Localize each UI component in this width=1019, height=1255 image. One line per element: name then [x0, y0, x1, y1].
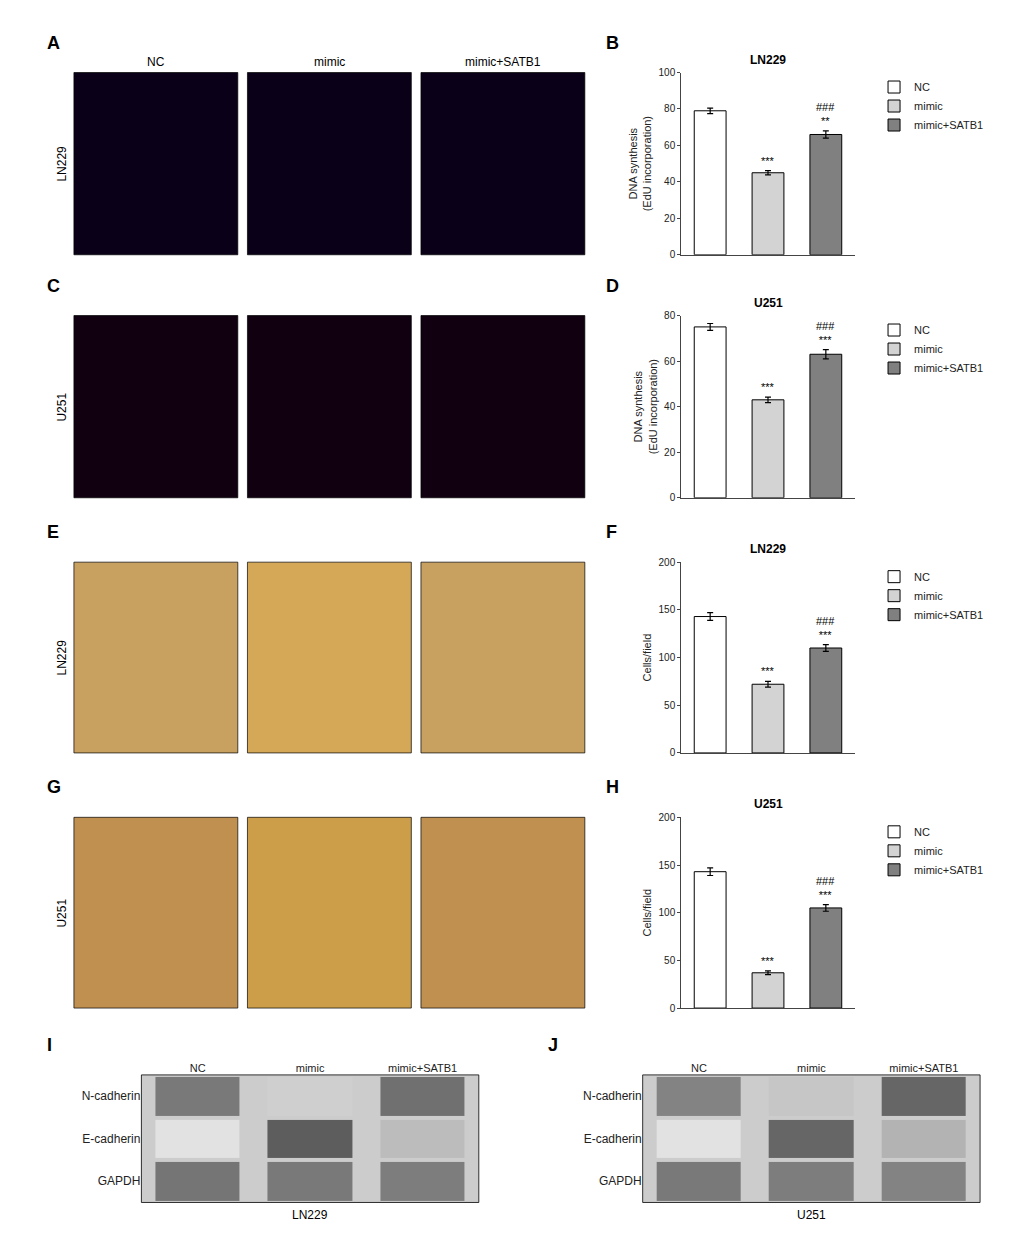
svg-text:60: 60 — [664, 140, 676, 151]
svg-text:mimic+SATB1: mimic+SATB1 — [388, 1062, 457, 1074]
svg-text:***: *** — [761, 955, 775, 967]
svg-text:LN229: LN229 — [750, 53, 786, 67]
svg-text:###**: ###** — [816, 101, 835, 127]
svg-text:20: 20 — [664, 213, 676, 224]
svg-text:NC: NC — [914, 571, 930, 583]
svg-text:F: F — [606, 522, 617, 542]
svg-text:mimic: mimic — [296, 1062, 325, 1074]
svg-text:E-cadherin: E-cadherin — [584, 1132, 642, 1146]
svg-text:150: 150 — [659, 604, 676, 615]
svg-text:200: 200 — [659, 557, 676, 568]
svg-text:100: 100 — [659, 652, 676, 663]
svg-text:Cells/field: Cells/field — [641, 889, 653, 937]
svg-text:***: *** — [761, 665, 775, 677]
svg-text:80: 80 — [664, 310, 676, 321]
svg-text:60: 60 — [664, 356, 676, 367]
svg-text:mimic: mimic — [797, 1062, 826, 1074]
svg-text:I: I — [47, 1035, 52, 1055]
svg-text:G: G — [47, 777, 61, 797]
svg-text:mimic: mimic — [914, 343, 943, 355]
svg-text:B: B — [606, 33, 619, 53]
svg-text:0: 0 — [670, 1003, 676, 1014]
svg-text:E: E — [47, 522, 59, 542]
svg-text:mimic: mimic — [914, 590, 943, 602]
svg-text:Cells/field: Cells/field — [641, 634, 653, 682]
svg-text:###***: ###*** — [816, 320, 835, 346]
svg-text:NC: NC — [190, 1062, 206, 1074]
svg-text:NC: NC — [914, 826, 930, 838]
svg-text:GAPDH: GAPDH — [98, 1174, 141, 1188]
svg-text:C: C — [47, 276, 60, 296]
svg-text:N-cadherin: N-cadherin — [583, 1089, 642, 1103]
svg-text:U251: U251 — [55, 899, 69, 928]
svg-text:0: 0 — [670, 747, 676, 758]
svg-text:mimic: mimic — [914, 845, 943, 857]
svg-text:NC: NC — [147, 55, 165, 69]
svg-text:U251: U251 — [754, 296, 783, 310]
svg-text:mimic+SATB1: mimic+SATB1 — [889, 1062, 958, 1074]
svg-text:50: 50 — [664, 955, 676, 966]
svg-text:100: 100 — [659, 67, 676, 78]
svg-text:20: 20 — [664, 447, 676, 458]
svg-text:U251: U251 — [797, 1208, 826, 1222]
svg-text:###***: ###*** — [816, 615, 835, 641]
svg-text:mimic+SATB1: mimic+SATB1 — [914, 362, 983, 374]
svg-text:***: *** — [761, 155, 775, 167]
svg-text:NC: NC — [914, 81, 930, 93]
svg-text:mimic: mimic — [914, 100, 943, 112]
svg-text:DNA synthesis(EdU incorporatio: DNA synthesis(EdU incorporation) — [627, 116, 653, 211]
svg-text:mimic+SATB1: mimic+SATB1 — [914, 119, 983, 131]
svg-text:N-cadherin: N-cadherin — [82, 1089, 141, 1103]
svg-text:DNA synthesis(EdU incorporatio: DNA synthesis(EdU incorporation) — [632, 359, 658, 454]
svg-text:LN229: LN229 — [750, 542, 786, 556]
svg-text:GAPDH: GAPDH — [599, 1174, 642, 1188]
svg-text:0: 0 — [670, 492, 676, 503]
svg-text:LN229: LN229 — [55, 146, 69, 182]
svg-text:U251: U251 — [754, 797, 783, 811]
svg-text:150: 150 — [659, 860, 676, 871]
svg-text:0: 0 — [670, 249, 676, 260]
svg-text:E-cadherin: E-cadherin — [82, 1132, 140, 1146]
svg-text:J: J — [548, 1035, 558, 1055]
svg-text:100: 100 — [659, 907, 676, 918]
svg-text:mimic: mimic — [314, 55, 345, 69]
svg-text:D: D — [606, 276, 619, 296]
svg-text:###***: ###*** — [816, 875, 835, 901]
svg-text:NC: NC — [914, 324, 930, 336]
svg-text:40: 40 — [664, 401, 676, 412]
svg-text:H: H — [606, 777, 619, 797]
svg-text:***: *** — [761, 381, 775, 393]
svg-text:LN229: LN229 — [292, 1208, 328, 1222]
svg-text:40: 40 — [664, 176, 676, 187]
svg-text:mimic+SATB1: mimic+SATB1 — [914, 609, 983, 621]
svg-text:mimic+SATB1: mimic+SATB1 — [465, 55, 541, 69]
svg-text:U251: U251 — [55, 393, 69, 422]
svg-text:mimic+SATB1: mimic+SATB1 — [914, 864, 983, 876]
svg-text:A: A — [47, 33, 60, 53]
svg-text:LN229: LN229 — [55, 640, 69, 676]
svg-text:NC: NC — [691, 1062, 707, 1074]
svg-text:200: 200 — [659, 812, 676, 823]
svg-text:50: 50 — [664, 700, 676, 711]
svg-text:80: 80 — [664, 103, 676, 114]
